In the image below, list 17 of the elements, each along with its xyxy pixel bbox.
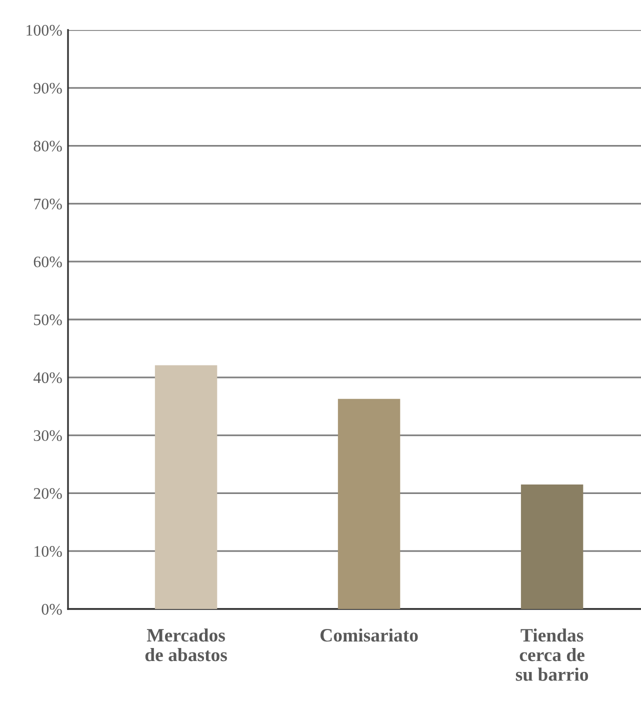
y-tick-label: 70% [34,198,62,210]
y-tick-label: 60% [34,256,62,268]
x-tick-label: Tiendas cerca de su barrio [516,628,588,681]
y-tick-label: 90% [34,82,62,94]
y-tick-label: 100% [26,24,62,36]
x-tick-label: Mercados de abastos [145,628,227,662]
bar [520,484,584,609]
bar [338,398,400,609]
bar [154,365,218,609]
y-tick-label: 50% [34,314,62,326]
y-tick-label: 0% [42,604,62,615]
y-tick-label: 30% [34,430,62,442]
x-tick-label: Comisariato [320,628,418,642]
y-tick-label: 40% [33,372,62,384]
y-tick-label: 20% [34,488,62,499]
y-tick-label: 10% [34,546,62,557]
y-tick-label: 80% [34,140,62,152]
